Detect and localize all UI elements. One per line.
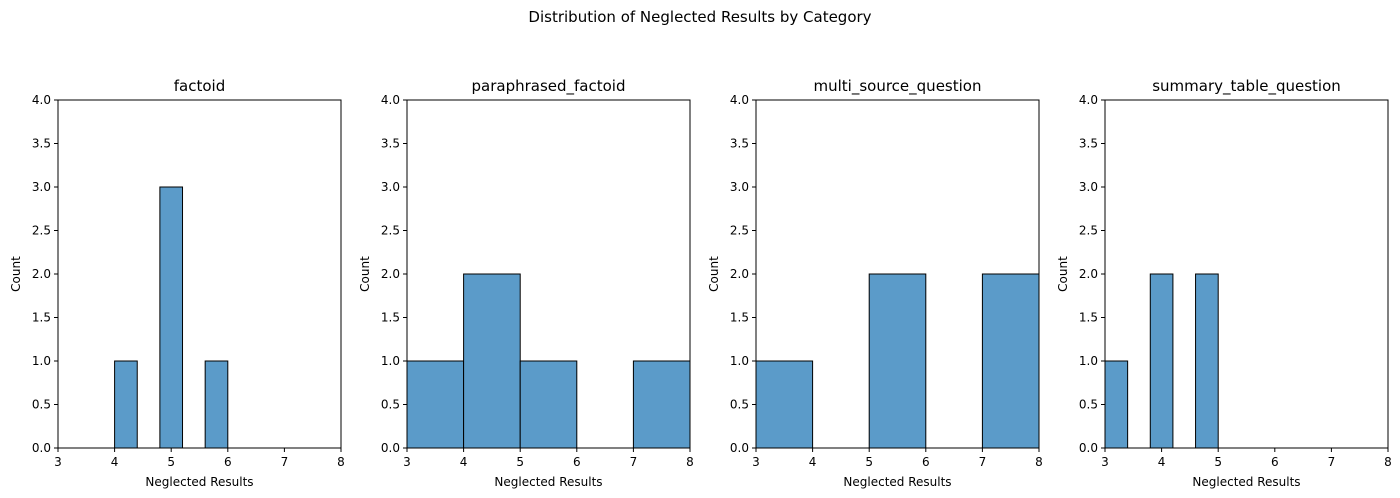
x-tick-label: 6 [573,455,581,469]
x-axis-label: Neglected Results [145,475,253,489]
y-tick-label: 2.0 [1079,267,1098,281]
y-tick-label: 2.0 [730,267,749,281]
y-tick-label: 3.5 [730,137,749,151]
histogram-bar [519,360,578,449]
x-tick-label: 4 [1158,455,1166,469]
histogram-bar [1149,273,1174,449]
y-tick-label: 3.5 [381,137,400,151]
y-tick-label: 0.5 [381,398,400,412]
y-tick-label: 1.0 [32,354,51,368]
histogram-bar [632,360,691,449]
y-tick-label: 2.5 [32,224,51,238]
panel-title: multi_source_question [814,77,982,96]
y-tick-label: 0.5 [32,398,51,412]
y-tick-label: 4.0 [1079,93,1098,107]
y-tick-label: 3.0 [730,180,749,194]
y-tick-label: 1.0 [1079,354,1098,368]
x-tick-label: 6 [224,455,232,469]
panels: factoid 3 4 5 6 7 8 0.0 0.5 1.0 1.5 2.0 2.5 3.0 3.5 4.0… [9,77,1392,489]
y-tick-label: 1.5 [730,311,749,325]
x-tick-label: 3 [403,455,411,469]
histogram-bar [159,186,184,449]
x-tick-label: 3 [1101,455,1109,469]
x-tick-label: 4 [809,455,817,469]
x-tick-label: 5 [516,455,524,469]
x-tick-label: 8 [337,455,345,469]
panel-3: multi_source_question 3 4 5 6 7 8 0.0 0.5 1.0 1.5 2… [707,77,1043,489]
x-tick-label: 7 [630,455,638,469]
y-tick-label: 2.0 [381,267,400,281]
y-tick-label: 0.5 [1079,398,1098,412]
y-tick-label: 3.0 [1079,180,1098,194]
panel-title: paraphrased_factoid [472,77,626,96]
x-tick-label: 5 [167,455,175,469]
y-tick-label: 1.5 [381,311,400,325]
histogram-bar [114,360,138,449]
y-tick-label: 2.5 [730,224,749,238]
x-tick-label: 4 [111,455,119,469]
y-tick-label: 3.0 [381,180,400,194]
y-tick-label: 1.0 [381,354,400,368]
histogram-bar [868,273,927,449]
axes-frame [57,99,342,449]
y-tick-label: 3.0 [32,180,51,194]
y-axis-label: Count [9,256,23,292]
x-tick-label: 8 [1384,455,1392,469]
histogram-bar [981,273,1040,449]
histogram-bar [463,273,521,449]
x-axis-label: Neglected Results [494,475,602,489]
panel-1: factoid 3 4 5 6 7 8 0.0 0.5 1.0 1.5 2.0 2.5 3.0 3.5 4.0… [9,77,345,489]
panel-title: summary_table_question [1152,77,1341,96]
y-tick-label: 0.0 [381,441,400,455]
y-tick-label: 0.0 [32,441,51,455]
y-tick-label: 2.5 [381,224,400,238]
y-tick-label: 3.5 [1079,137,1098,151]
panel-4: summary_table_question 3 4 5 6 7 8 0.0 0.5 1.0 1.5… [1056,77,1392,489]
y-axis-label: Count [707,256,721,292]
x-tick-label: 8 [686,455,694,469]
histogram-bar [1195,273,1219,449]
axes-frame [1104,99,1389,449]
histogram-bar [1104,360,1129,449]
y-tick-label: 1.5 [32,311,51,325]
y-tick-label: 2.5 [1079,224,1098,238]
x-tick-label: 3 [752,455,760,469]
y-tick-label: 0.5 [730,398,749,412]
x-tick-label: 6 [922,455,930,469]
y-tick-label: 4.0 [32,93,51,107]
x-tick-label: 4 [460,455,468,469]
x-tick-label: 7 [1328,455,1336,469]
x-tick-label: 8 [1035,455,1043,469]
histogram-bar [406,360,465,449]
y-tick-label: 4.0 [730,93,749,107]
y-tick-label: 0.0 [730,441,749,455]
x-tick-label: 7 [979,455,987,469]
x-axis-label: Neglected Results [843,475,951,489]
y-axis-label: Count [1056,256,1070,292]
histogram-bar [755,360,814,449]
y-tick-label: 2.0 [32,267,51,281]
y-axis-label: Count [358,256,372,292]
histogram-bar [204,360,229,449]
panel-title: factoid [174,77,225,95]
panel-2: paraphrased_factoid 3 4 5 6 7 8 0.0 0.5 1.0 1.5 2.0… [358,77,694,489]
x-tick-label: 6 [1271,455,1279,469]
y-tick-label: 1.0 [730,354,749,368]
y-tick-label: 0.0 [1079,441,1098,455]
y-tick-label: 4.0 [381,93,400,107]
y-tick-label: 3.5 [32,137,51,151]
figure-suptitle: Distribution of Neglected Results by Cat… [528,8,871,26]
x-tick-label: 5 [1214,455,1222,469]
x-tick-label: 7 [281,455,289,469]
x-tick-label: 3 [54,455,62,469]
x-axis-label: Neglected Results [1192,475,1300,489]
x-tick-label: 5 [865,455,873,469]
y-tick-label: 1.5 [1079,311,1098,325]
